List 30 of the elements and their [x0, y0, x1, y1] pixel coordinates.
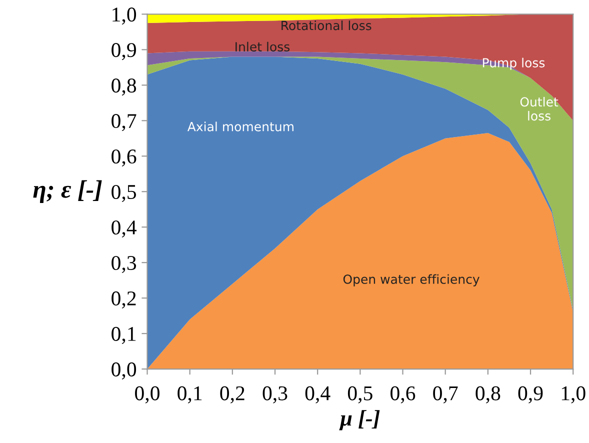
series-label: Rotational loss: [282, 20, 372, 30]
x-tick-label: 0,1: [178, 386, 202, 404]
x-tick-label: 0,7: [433, 386, 458, 404]
y-tick-label: 0,0: [112, 362, 136, 380]
series-label: Axial momentum: [187, 122, 294, 132]
y-tick-label: 1,0: [112, 8, 136, 25]
x-tick-label: 0,9: [518, 386, 543, 404]
x-tick-label: 0,0: [135, 386, 160, 404]
x-tick-label: 0,3: [262, 386, 288, 404]
x-tick-label: 0,5: [348, 386, 372, 404]
series-label: Open water efficiency: [343, 274, 480, 286]
y-tick-label: 0,4: [112, 220, 137, 238]
x-tick-label: 1,0: [562, 386, 586, 404]
y-tick-label: 0,8: [112, 78, 136, 96]
x-tick-label: 0,6: [390, 386, 416, 404]
y-tick-label: 0,6: [112, 149, 136, 167]
series-label: Outlet loss: [520, 96, 558, 121]
x-axis-title: μ [-]: [339, 410, 380, 430]
y-tick-label: 0,3: [112, 256, 136, 273]
y-tick-label: 0,7: [112, 114, 136, 132]
y-tick-label: 0,1: [112, 326, 136, 344]
y-tick-label: 0,5: [112, 184, 136, 202]
x-tick-label: 0,2: [220, 386, 244, 404]
y-tick-label: 0,2: [112, 291, 136, 308]
y-tick-label: 0,9: [112, 43, 136, 60]
y-axis-title: η; ε [-]: [33, 180, 102, 203]
series-label: Inlet loss: [236, 42, 290, 52]
x-tick-label: 0,8: [476, 386, 500, 404]
x-tick-label: 0,4: [305, 386, 330, 404]
series-label: Pump loss: [482, 58, 545, 70]
